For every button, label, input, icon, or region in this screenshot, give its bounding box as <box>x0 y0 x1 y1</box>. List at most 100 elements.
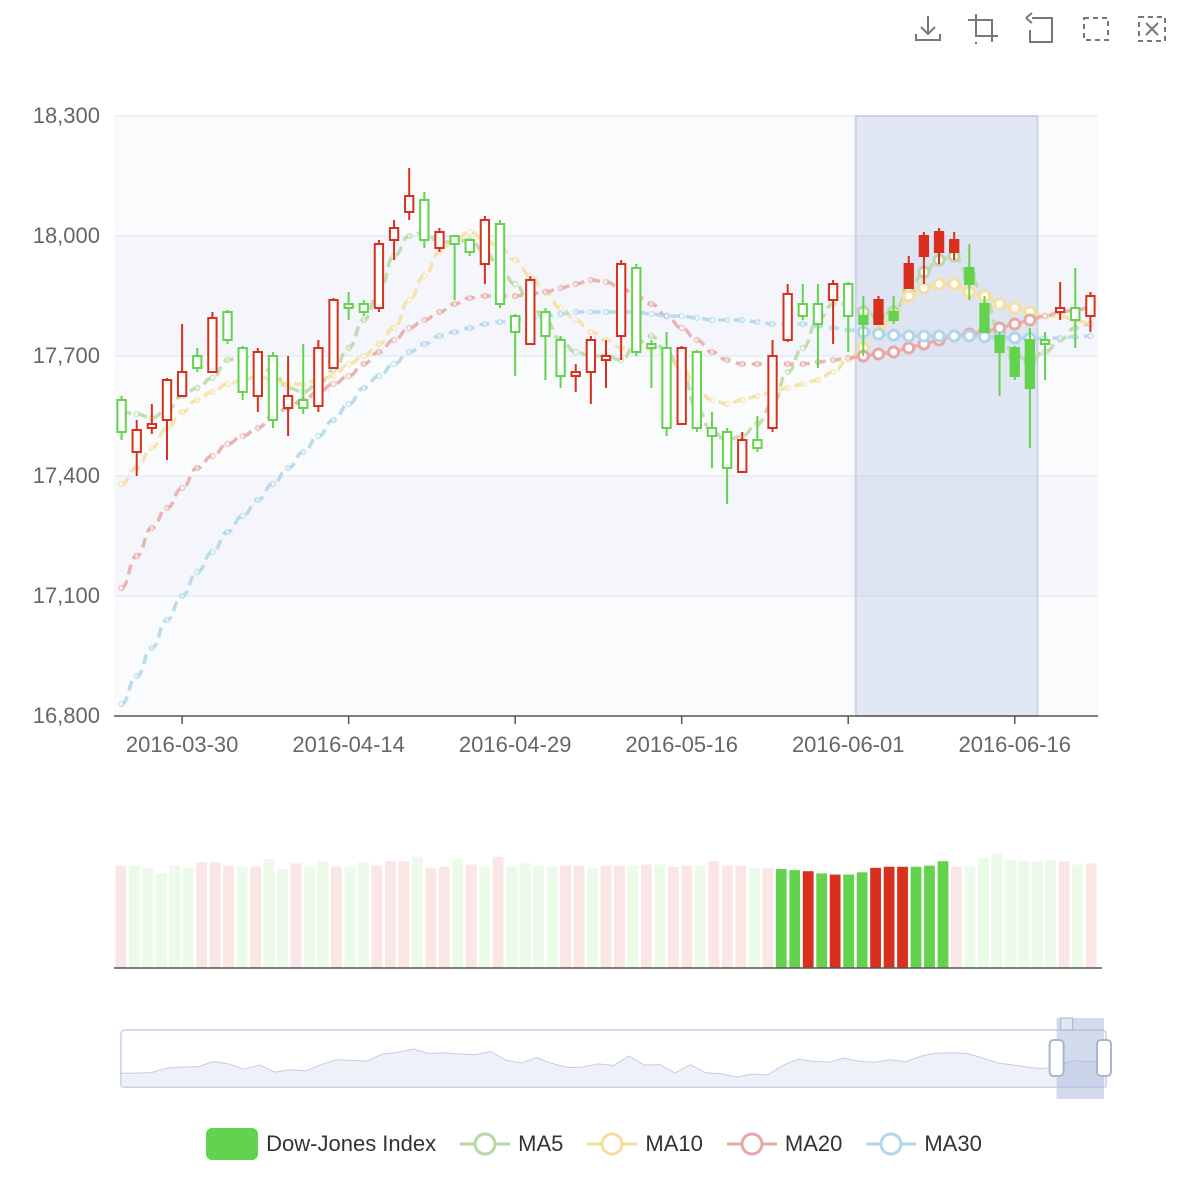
candle[interactable] <box>161 378 173 460</box>
legend-item-ma20[interactable]: MA20 <box>726 1129 842 1159</box>
candle[interactable] <box>298 344 309 414</box>
volume-bar[interactable] <box>573 865 585 968</box>
volume-bar[interactable] <box>1031 861 1043 968</box>
legend-item-dow-jones[interactable]: Dow-Jones Index <box>206 1128 436 1160</box>
candle[interactable] <box>373 240 385 312</box>
candle[interactable] <box>313 340 324 412</box>
volume-bar[interactable] <box>721 865 733 968</box>
candle[interactable] <box>646 340 657 388</box>
volume-bar[interactable] <box>560 865 571 968</box>
candle[interactable] <box>510 314 521 376</box>
volume-bar[interactable] <box>1085 863 1097 968</box>
volume-bar[interactable] <box>371 865 383 968</box>
volume-bar[interactable] <box>263 858 275 968</box>
volume-bar[interactable] <box>546 866 558 968</box>
candle[interactable] <box>1009 346 1020 380</box>
volume-bar[interactable] <box>708 861 720 968</box>
candle[interactable] <box>933 228 945 264</box>
candle[interactable] <box>661 332 672 436</box>
candle[interactable] <box>570 364 581 392</box>
candle[interactable] <box>691 350 702 432</box>
candle[interactable] <box>1070 268 1081 348</box>
candle[interactable] <box>282 356 294 436</box>
volume-bar[interactable] <box>991 853 1003 968</box>
volume-bar[interactable] <box>492 856 504 968</box>
volume-bar[interactable] <box>398 861 410 968</box>
volume-bar[interactable] <box>506 866 518 968</box>
volume-bar[interactable] <box>964 866 976 968</box>
volume-bar[interactable] <box>614 865 625 968</box>
candle[interactable] <box>994 332 1005 396</box>
volume-bar[interactable] <box>344 866 356 968</box>
volume-bar[interactable] <box>1058 861 1070 968</box>
candle[interactable] <box>207 312 218 373</box>
candle[interactable] <box>888 296 899 324</box>
candle[interactable] <box>949 232 960 260</box>
volume-bar[interactable] <box>452 858 464 968</box>
volume-bar[interactable] <box>438 866 450 968</box>
candle[interactable] <box>540 308 551 380</box>
candle[interactable] <box>1039 332 1051 380</box>
candle[interactable] <box>843 282 854 352</box>
candle[interactable] <box>706 412 718 468</box>
candle[interactable] <box>222 310 233 344</box>
candle[interactable] <box>494 220 506 308</box>
volume-bar[interactable] <box>425 867 437 968</box>
volume-bar[interactable] <box>290 863 302 968</box>
volume-bar[interactable] <box>775 868 787 968</box>
volume-bar[interactable] <box>277 868 288 968</box>
volume-bar[interactable] <box>924 865 935 968</box>
candle[interactable] <box>812 284 824 368</box>
candle[interactable] <box>964 244 975 300</box>
volume-bar[interactable] <box>411 856 423 968</box>
save-as-image-icon[interactable] <box>906 8 950 48</box>
candle[interactable] <box>797 284 808 320</box>
candle[interactable] <box>388 220 400 260</box>
zoom-reset-icon[interactable] <box>1018 8 1062 48</box>
volume-bar[interactable] <box>641 864 652 968</box>
zoom-icon[interactable] <box>962 8 1006 48</box>
volume-bar[interactable] <box>937 861 949 968</box>
candle[interactable] <box>600 340 612 388</box>
volume-bar[interactable] <box>155 873 167 968</box>
volume-bar[interactable] <box>735 865 747 968</box>
volume-bar[interactable] <box>627 865 639 968</box>
volume-bar[interactable] <box>910 866 922 968</box>
volume-bar[interactable] <box>533 865 544 968</box>
candle[interactable] <box>116 396 127 440</box>
candle[interactable] <box>615 260 627 360</box>
candle[interactable] <box>464 239 475 256</box>
candle[interactable] <box>525 276 536 345</box>
candle[interactable] <box>979 296 990 333</box>
volume-bar[interactable] <box>182 867 194 968</box>
candle[interactable] <box>192 348 203 372</box>
brush-selection[interactable] <box>854 115 1039 717</box>
volume-bar[interactable] <box>236 866 248 968</box>
volume-bar[interactable] <box>1045 860 1057 968</box>
candle[interactable] <box>903 256 914 289</box>
candle[interactable] <box>585 336 597 404</box>
zoom-handle[interactable] <box>1048 1039 1065 1077</box>
volume-bar[interactable] <box>897 866 908 968</box>
candle[interactable] <box>343 292 354 320</box>
volume-bar[interactable] <box>128 865 140 968</box>
zoom-handle[interactable] <box>1096 1039 1112 1077</box>
volume-bar[interactable] <box>169 865 181 968</box>
candle[interactable] <box>555 336 566 388</box>
legend-item-ma30[interactable]: MA30 <box>866 1129 982 1159</box>
candle[interactable] <box>252 348 263 412</box>
volume-bar[interactable] <box>317 861 329 968</box>
volume-bar[interactable] <box>816 873 828 968</box>
candle[interactable] <box>146 404 158 434</box>
volume-bar[interactable] <box>843 874 855 968</box>
candle[interactable] <box>1054 282 1066 320</box>
candle[interactable] <box>404 168 415 220</box>
volume-bar[interactable] <box>331 866 342 968</box>
candle[interactable] <box>479 216 491 284</box>
volume-bar[interactable] <box>465 864 477 968</box>
volume-bar[interactable] <box>479 866 491 968</box>
volume-bar[interactable] <box>587 867 598 968</box>
candle[interactable] <box>328 298 339 369</box>
volume-bar[interactable] <box>1018 861 1030 968</box>
volume-bar[interactable] <box>978 857 989 968</box>
